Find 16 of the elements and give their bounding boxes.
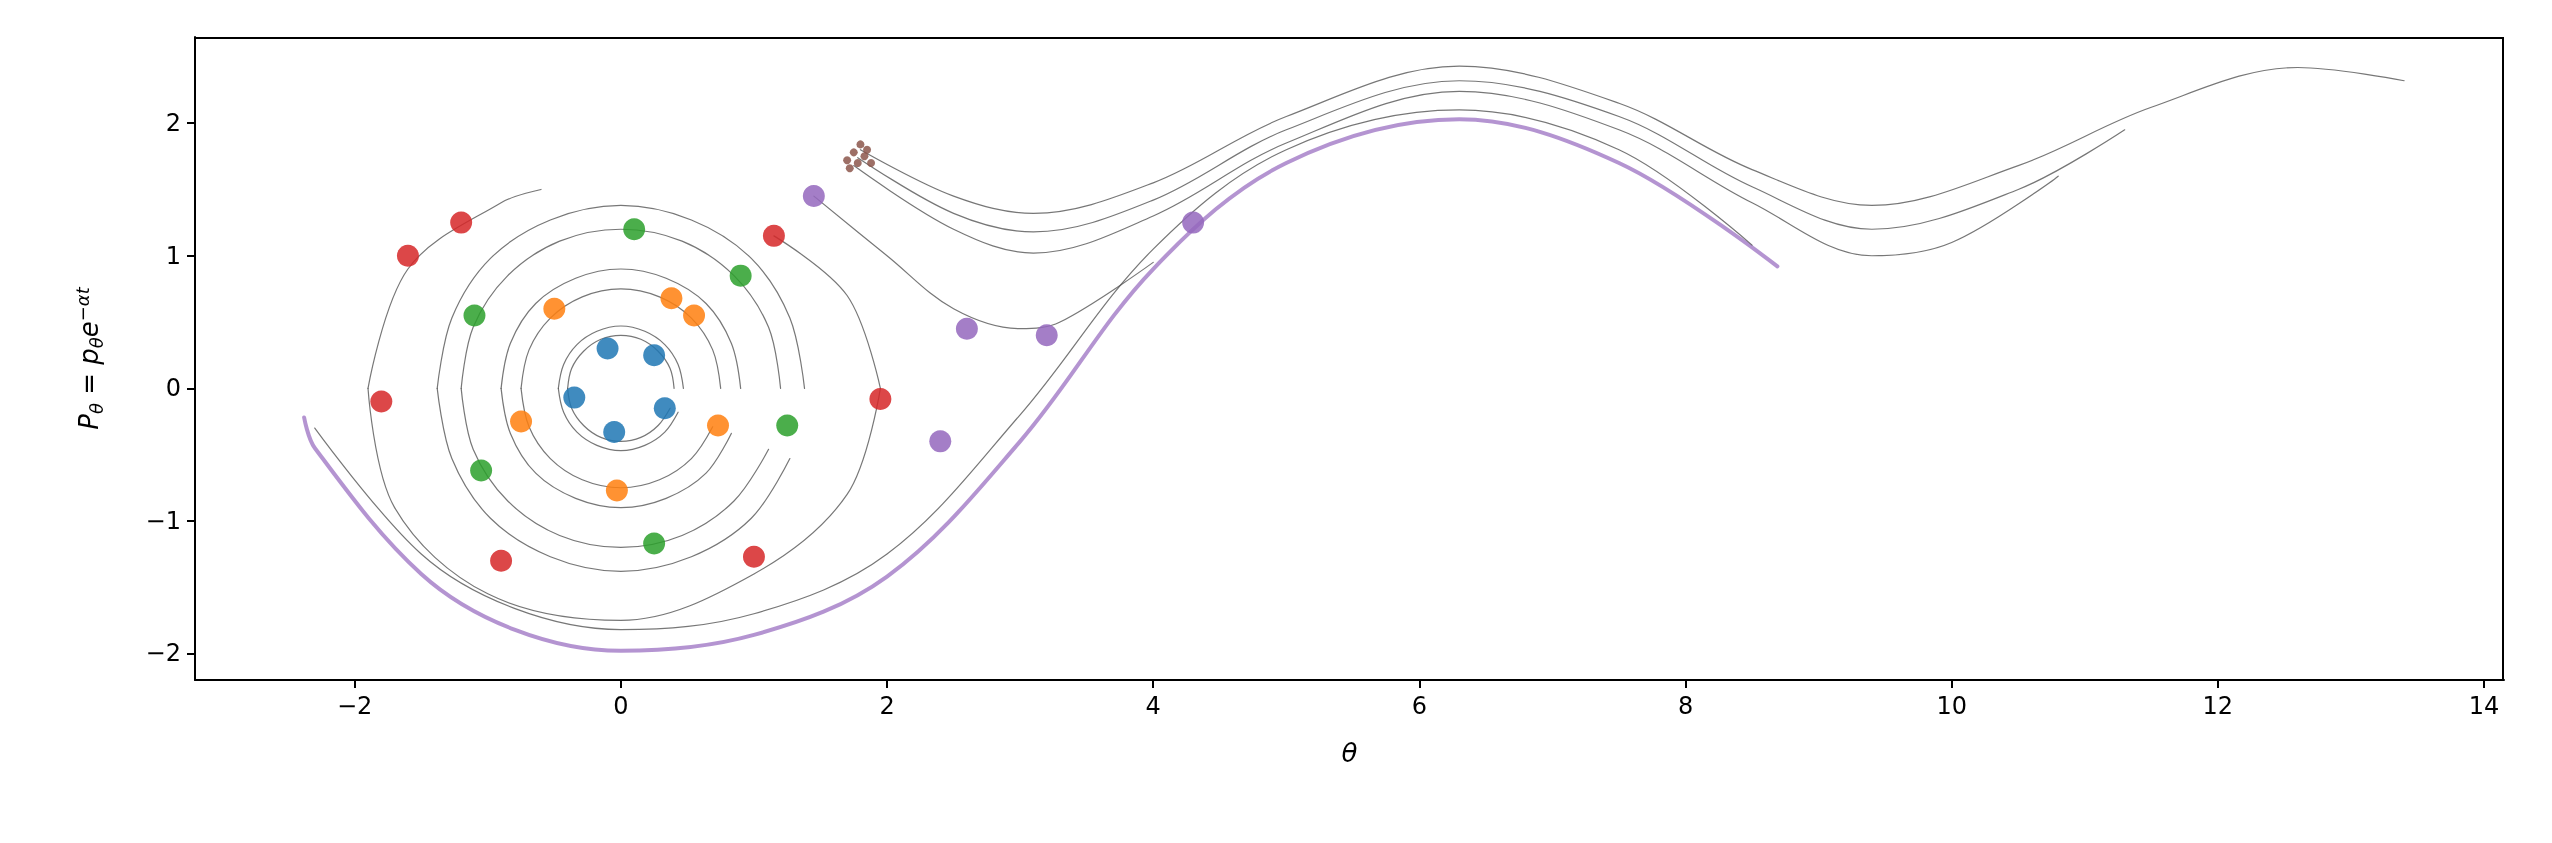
x-tick-label: 4	[1145, 692, 1161, 720]
y-tick-label: 1	[165, 241, 181, 270]
x-tick-label: 0	[613, 692, 629, 720]
x-tick-label: 2	[879, 692, 895, 720]
x-tick-label: 14	[2468, 692, 2500, 720]
y-axis-title: Pθ = pθe−αt	[71, 286, 107, 430]
x-axis-title: θ	[1341, 738, 1358, 768]
x-tick-label: 12	[2202, 692, 2234, 720]
x-tick-label: 8	[1677, 692, 1694, 720]
x-tick-label: 10	[1936, 692, 1967, 720]
y-tick-label: −1	[145, 506, 181, 535]
x-tick-label: 6	[1411, 692, 1428, 720]
y-tick-label: 0	[165, 374, 181, 403]
x-tick-label: −2	[337, 692, 373, 720]
y-tick-label: −2	[145, 639, 181, 668]
y-tick-label: 2	[165, 109, 181, 138]
